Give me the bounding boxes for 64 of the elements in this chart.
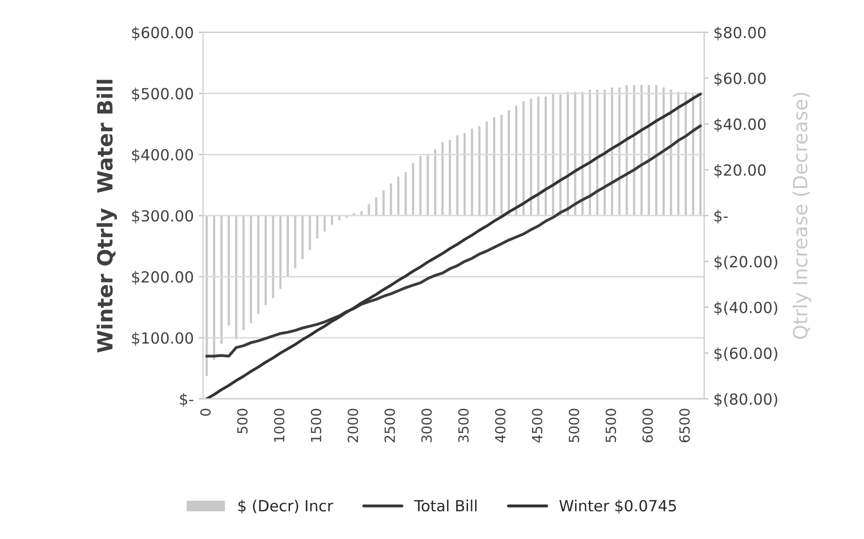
bar — [537, 96, 540, 216]
x-tick-label: 1500 — [310, 408, 322, 442]
bar — [544, 96, 547, 216]
bar — [486, 122, 488, 216]
bar — [515, 106, 518, 216]
bar — [633, 85, 636, 216]
bar — [294, 216, 296, 268]
y-tick-label: $200.00 — [132, 270, 193, 285]
y2-tick-label: $(60.00) — [714, 347, 778, 362]
y2-tick-label: $(20.00) — [714, 256, 778, 270]
y-tick-label: $- — [180, 393, 194, 407]
bar — [375, 197, 378, 216]
bar — [426, 154, 429, 216]
y2-tick-label: $60.00 — [714, 72, 766, 86]
bar — [235, 216, 238, 340]
line-series — [205, 92, 702, 399]
y-tick-label: $400.00 — [132, 148, 193, 163]
y-tick-label: $300.00 — [132, 210, 193, 224]
bar — [286, 216, 289, 278]
bar — [206, 216, 208, 376]
bar — [228, 216, 230, 326]
bar — [464, 133, 466, 216]
y2-tick-label: $20.00 — [714, 164, 766, 178]
x-tick-label: 6500 — [679, 408, 690, 442]
bar — [368, 204, 370, 216]
x-tick-label: 500 — [237, 408, 248, 434]
bar — [404, 172, 407, 216]
y2-tick-label: $40.00 — [714, 118, 766, 132]
y-tick-label: $100.00 — [132, 332, 193, 346]
bar — [566, 92, 569, 216]
x-tick-label: 5500 — [606, 408, 616, 442]
y-tick-label: $600.00 — [132, 26, 193, 40]
bar — [574, 92, 576, 216]
legend-label: Total Bill — [414, 500, 476, 512]
x-tick-label: 3500 — [458, 408, 469, 442]
y2-tick-label: $- — [714, 210, 728, 224]
bar — [316, 216, 318, 239]
bar — [596, 90, 598, 216]
x-tick-label: 4500 — [532, 408, 542, 443]
bar — [456, 135, 458, 216]
legend-label: $ (Decr) Incr — [238, 500, 334, 514]
bar — [264, 216, 267, 305]
x-tick-label: 0 — [200, 408, 211, 416]
bar — [604, 90, 606, 216]
bar — [655, 85, 658, 216]
bar — [257, 216, 260, 314]
x-tick-label: 2000 — [348, 408, 358, 442]
bar — [434, 149, 436, 216]
x-tick-label: 3000 — [421, 408, 432, 442]
x-tick-label: 1000 — [274, 408, 284, 442]
y-tick-label: $500.00 — [132, 88, 193, 102]
bar — [684, 92, 687, 216]
y2-tick-label: $(40.00) — [714, 301, 778, 316]
x-tick-label: 4000 — [495, 408, 506, 443]
y2-tick-label: $(80.00) — [714, 393, 778, 407]
bar — [626, 85, 628, 216]
x-tick-label: 5000 — [568, 408, 580, 442]
bar — [397, 176, 400, 216]
legend-label: Winter $0.0745 — [559, 500, 676, 514]
y-axis-title: Winter Qtrly Water Bill — [96, 80, 117, 352]
y2-tick-label: $80.00 — [714, 26, 766, 40]
x-tick-label: 6000 — [642, 408, 653, 442]
bar — [419, 156, 422, 216]
x-tick-label: 2500 — [384, 408, 395, 442]
